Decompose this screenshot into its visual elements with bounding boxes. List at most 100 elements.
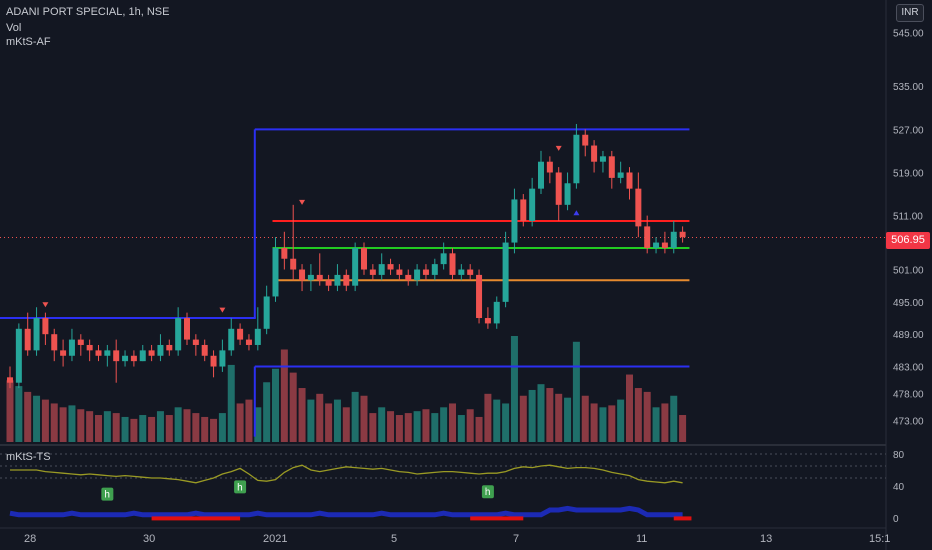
time-tick-label: 5 [391, 533, 397, 545]
candle-body [661, 242, 668, 248]
volume-bar [360, 395, 368, 442]
volume-bar [245, 399, 253, 442]
volume-bar [449, 403, 456, 442]
time-tick-label: 13 [760, 533, 772, 545]
volume-bar [679, 415, 687, 442]
volume-bar [440, 407, 448, 442]
currency-button[interactable]: INR [896, 4, 924, 22]
volume-bar [652, 407, 660, 442]
volume-bar [192, 413, 200, 442]
volume-bar [183, 409, 191, 442]
candle-body [192, 339, 199, 345]
volume-bar [103, 411, 111, 442]
candle-body [422, 269, 429, 275]
volume-bar [413, 411, 421, 442]
candle-body [564, 183, 571, 205]
candle-body [86, 344, 93, 351]
candle-body [617, 172, 624, 178]
price-tick-label: 519.00 [893, 168, 924, 179]
candle-body [113, 350, 120, 362]
volume-bar [510, 336, 518, 442]
candle-body [635, 188, 642, 227]
price-tick-label: 495.00 [893, 298, 924, 309]
last-price-label: 506.95 [886, 232, 930, 249]
candle-body [644, 226, 651, 248]
candle-body [33, 318, 40, 351]
volume-bar [634, 388, 642, 442]
volume-bar [210, 418, 218, 442]
volume-bar [333, 399, 341, 442]
time-tick-label: 15:1 [869, 533, 890, 545]
candle-body [599, 156, 606, 162]
osc-tick-label: 80 [893, 450, 905, 461]
candle-body [245, 339, 252, 345]
signal-marker-label: h [485, 487, 491, 498]
volume-bar [537, 384, 545, 442]
af-indicator-label[interactable]: mKtS-AF [6, 36, 51, 48]
signal-arrow [573, 210, 580, 216]
volume-bar [218, 413, 226, 442]
candle-body [122, 355, 129, 362]
volume-bar [15, 386, 23, 442]
candle-body [608, 156, 615, 178]
volume-bar [555, 393, 563, 442]
volume-bar [643, 391, 651, 442]
candle-body [201, 344, 208, 356]
candle-body [290, 258, 297, 270]
osc-tick-label: 0 [893, 514, 899, 525]
volume-bar [528, 389, 536, 442]
volume-bar [130, 418, 138, 442]
volume-bar [564, 397, 572, 442]
candle-body [24, 328, 31, 351]
candle-body [502, 242, 509, 302]
volume-bar [165, 415, 173, 442]
candle-body [484, 318, 491, 324]
volume-bar [156, 411, 164, 442]
price-tick-label: 483.00 [893, 363, 924, 374]
candle-body [51, 334, 58, 351]
candle-body [414, 269, 421, 281]
candle-body [104, 350, 111, 356]
volume-bar [24, 391, 32, 442]
candle-body [520, 199, 527, 221]
candle-body [254, 328, 261, 345]
signal-marker [481, 485, 494, 499]
volume-indicator-label[interactable]: Vol [6, 22, 22, 34]
candle-body [679, 231, 686, 238]
candle-body [467, 269, 474, 275]
volume-bar [351, 391, 359, 442]
candle-body [139, 350, 146, 362]
candle-body [378, 264, 385, 275]
volume-bar [502, 403, 510, 442]
volume-bar [316, 393, 324, 442]
volume-bar [670, 395, 678, 442]
candle-body [369, 269, 376, 275]
volume-bar [148, 416, 156, 442]
volume-bar [369, 413, 377, 442]
candle-body [15, 328, 22, 383]
volume-bar [422, 409, 430, 442]
candle-body [307, 274, 314, 281]
volume-bar [581, 395, 589, 442]
volume-bar [484, 393, 492, 442]
candle-body [626, 172, 633, 189]
candle-body [325, 280, 332, 286]
volume-bar [661, 403, 669, 442]
symbol-title[interactable]: ADANI PORT SPECIAL, 1h, NSE [6, 6, 170, 18]
volume-bar [6, 380, 14, 442]
candle-body [546, 161, 553, 173]
candle-body [175, 318, 182, 351]
volume-bar [466, 409, 474, 442]
osc-negative-bar [470, 516, 524, 521]
osc-negative-bar [151, 516, 241, 521]
volume-bar [493, 399, 501, 442]
volume-bar [457, 415, 465, 442]
candle-body [68, 339, 75, 356]
volume-bar [272, 368, 279, 442]
candle-body [352, 247, 359, 286]
volume-bar [546, 388, 554, 442]
price-tick-label: 527.00 [893, 125, 924, 136]
ts-indicator-label[interactable]: mKtS-TS [6, 451, 51, 463]
candle-body [263, 296, 270, 329]
